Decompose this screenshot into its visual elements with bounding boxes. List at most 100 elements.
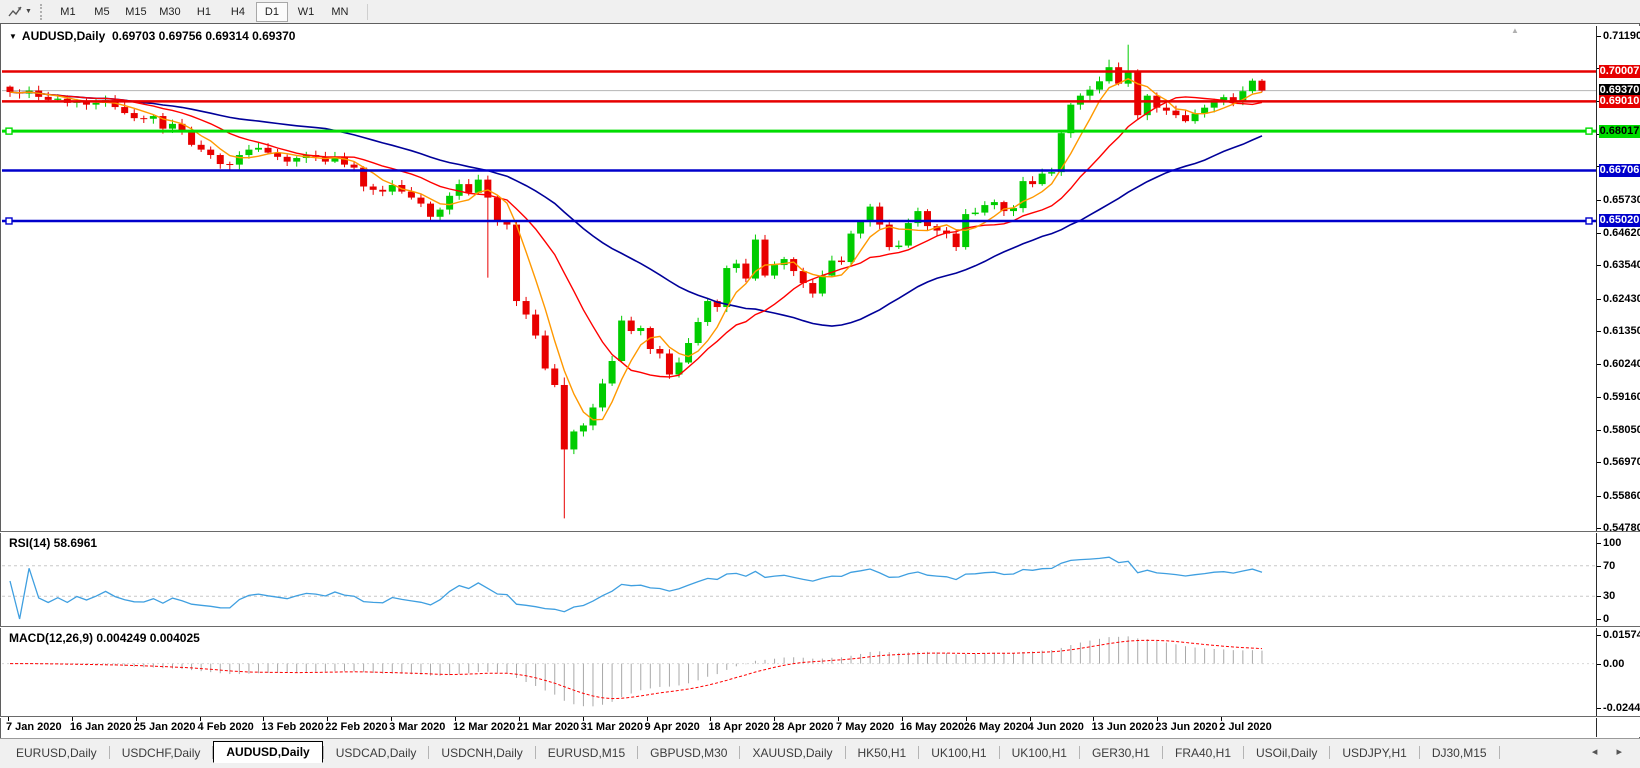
- timeframe-button-d1[interactable]: D1: [255, 1, 288, 22]
- date-tick-mark: [71, 717, 73, 721]
- chart-tab-usdcad-daily[interactable]: USDCAD,Daily: [335, 745, 417, 760]
- date-tick-mark: [1157, 717, 1159, 721]
- price-tick-dash: [1597, 495, 1601, 497]
- tab-divider: [998, 746, 1000, 759]
- slow-ma-line: [9, 91, 1263, 327]
- price-tick-dash: [1597, 528, 1601, 529]
- main-rsi-splitter[interactable]: [0, 531, 1640, 533]
- date-tick-mark: [1029, 717, 1031, 721]
- tab-scroll-arrows[interactable]: ◂ ▸: [1591, 746, 1630, 758]
- rsi-tick-dash: [1597, 596, 1601, 598]
- chart-tab-ger30-h1[interactable]: GER30,H1: [1091, 745, 1150, 760]
- price-level-badge[interactable]: 0.69370: [1599, 84, 1640, 98]
- date-label: 13 Jun 2020: [1091, 721, 1154, 733]
- line-selection-handle[interactable]: [5, 217, 13, 225]
- date-label: 4 Feb 2020: [197, 721, 254, 733]
- timeframe-button-m1[interactable]: M1: [60, 5, 76, 18]
- date-tick-mark: [263, 717, 265, 721]
- chart-window: ▼ AUDUSD,Daily 0.69703 0.69756 0.69314 0.…: [0, 23, 1640, 739]
- date-tick-mark: [965, 717, 967, 721]
- chart-collapse-icon[interactable]: ▼: [9, 32, 17, 41]
- date-label: 18 Apr 2020: [708, 721, 770, 733]
- timeframe-button-m5[interactable]: M5: [94, 5, 110, 18]
- price-tick-label: 0.59160: [1603, 390, 1640, 403]
- price-tick-label: 0.64620: [1603, 226, 1640, 239]
- tab-divider: [322, 746, 324, 759]
- chart-tab-eurusd-daily[interactable]: EURUSD,Daily: [16, 745, 97, 760]
- price-tick-label: 0.55860: [1603, 489, 1640, 502]
- candles-layer: [6, 44, 1266, 519]
- date-tick-mark: [518, 717, 520, 721]
- line-selection-handle[interactable]: [1585, 127, 1593, 135]
- date-tick-mark: [454, 717, 456, 721]
- line-selection-handle[interactable]: [5, 127, 13, 135]
- price-level-badge[interactable]: 0.68017: [1599, 124, 1640, 138]
- tab-divider: [428, 746, 430, 759]
- tab-divider: [212, 746, 214, 759]
- chart-tab-eurusd-m15[interactable]: EURUSD,M15: [547, 745, 626, 760]
- timeframe-button-h1[interactable]: H1: [196, 5, 211, 18]
- macd-label: MACD(12,26,9) 0.004249 0.004025: [9, 631, 200, 645]
- price-tick-label: 0.60240: [1603, 358, 1640, 371]
- price-axis-gutter[interactable]: 0.711900.679200.657300.646200.635400.624…: [1597, 26, 1640, 737]
- date-tick-mark: [1221, 717, 1223, 721]
- date-label: 16 Jan 2020: [69, 721, 132, 733]
- chevron-down-icon[interactable]: ▼: [25, 8, 32, 15]
- timeframe-button-m30[interactable]: M30: [159, 5, 181, 18]
- chart-tab-hk50-h1[interactable]: HK50,H1: [857, 745, 907, 760]
- date-tick-mark: [582, 717, 584, 721]
- macd-tick-label: 0.00: [1603, 657, 1625, 670]
- macd-tick-dash: [1597, 708, 1601, 709]
- price-level-badge[interactable]: 0.66706: [1599, 163, 1640, 177]
- price-tick-label: 0.56970: [1603, 456, 1640, 469]
- price-level-badge[interactable]: 0.70007: [1599, 64, 1640, 78]
- toolbar-divider: [366, 3, 368, 20]
- chart-tab-xauusd-daily[interactable]: XAUUSD,Daily: [752, 745, 833, 760]
- timeframe-button-h4[interactable]: H4: [230, 5, 245, 18]
- date-label: 16 May 2020: [899, 721, 965, 733]
- tab-divider: [918, 746, 920, 759]
- price-level-badge[interactable]: 0.65020: [1599, 214, 1640, 228]
- chart-tab-fra40-h1[interactable]: FRA40,H1: [1174, 745, 1232, 760]
- chart-tab-gbpusd-m30[interactable]: GBPUSD,M30: [650, 745, 728, 760]
- chart-tab-usoil-daily[interactable]: USOil,Daily: [1256, 745, 1318, 760]
- fast-ma-line: [9, 77, 1263, 421]
- price-tick-dash: [1597, 396, 1601, 398]
- chart-tab-usdjpy-h1[interactable]: USDJPY,H1: [1342, 745, 1407, 760]
- date-label: 12 Mar 2020: [452, 721, 516, 733]
- date-tick-mark: [391, 717, 393, 721]
- macd-chart-canvas[interactable]: [2, 628, 1596, 716]
- chart-tab-usdcnh-daily[interactable]: USDCNH,Daily: [441, 745, 523, 760]
- tab-divider: [1329, 746, 1331, 759]
- chart-title: ▼ AUDUSD,Daily 0.69703 0.69756 0.69314 0.…: [9, 29, 295, 43]
- price-level-badge[interactable]: 0.69010: [1599, 94, 1640, 108]
- chart-shift-marker[interactable]: ▲: [1511, 26, 1519, 35]
- chart-tab-uk100-h1[interactable]: UK100,H1: [1011, 745, 1067, 760]
- chart-tab-uk100-h1[interactable]: UK100,H1: [931, 745, 987, 760]
- tab-divider: [844, 746, 846, 759]
- date-label: 23 Jun 2020: [1155, 721, 1218, 733]
- rsi-tick-label: 30: [1603, 590, 1616, 603]
- chart-type-icon[interactable]: [6, 4, 24, 20]
- price-chart-canvas[interactable]: [2, 26, 1596, 531]
- date-axis[interactable]: 7 Jan 2020 16 Jan 2020 25 Jan 2020 4 Feb 20…: [2, 717, 1596, 737]
- chart-tab-dj30-m15[interactable]: DJ30,M15: [1431, 745, 1487, 760]
- date-tick-mark: [901, 717, 903, 721]
- rsi-chart-canvas[interactable]: [2, 533, 1596, 626]
- toolbar-grip-handle[interactable]: [39, 3, 45, 20]
- rsi-macd-splitter[interactable]: [0, 626, 1640, 628]
- chart-ohlc-values: 0.69703 0.69756 0.69314 0.69370: [111, 29, 296, 43]
- date-label: 7 May 2020: [836, 721, 895, 733]
- date-label: 4 Jun 2020: [1027, 721, 1084, 733]
- line-selection-handle[interactable]: [1585, 217, 1593, 225]
- date-label: 25 Jan 2020: [133, 721, 196, 733]
- timeframe-button-w1[interactable]: W1: [297, 5, 315, 18]
- chart-tab-usdchf-daily[interactable]: USDCHF,Daily: [121, 745, 201, 760]
- macd-histogram: [19, 636, 1263, 707]
- date-tick-mark: [199, 717, 201, 721]
- timeframe-button-mn[interactable]: MN: [331, 5, 349, 18]
- price-tick-dash: [1597, 199, 1601, 201]
- chart-tab-audusd-daily[interactable]: AUDUSD,Daily: [213, 741, 323, 763]
- timeframe-button-m15[interactable]: M15: [125, 5, 147, 18]
- tab-divider: [1161, 746, 1163, 759]
